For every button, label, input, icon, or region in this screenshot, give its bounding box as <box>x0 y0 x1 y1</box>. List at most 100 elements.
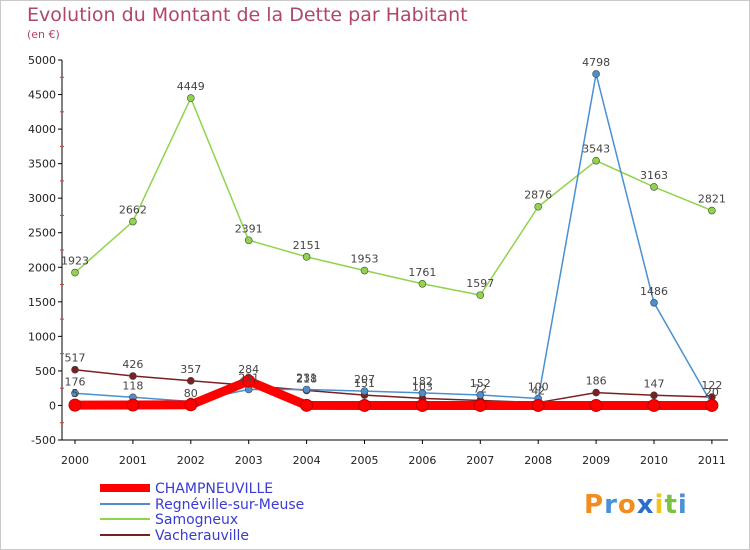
logo-letter: o <box>617 490 637 520</box>
data-label: 152 <box>470 377 491 390</box>
series-line <box>74 368 713 404</box>
data-point <box>592 70 600 78</box>
series-line <box>70 376 717 410</box>
y-tick-label: 4500 <box>28 89 56 102</box>
data-label: 20 <box>705 386 719 399</box>
data-label: 1761 <box>408 266 436 279</box>
data-label: 1923 <box>61 255 89 268</box>
data-point <box>187 94 195 102</box>
data-point <box>592 156 600 165</box>
data-point <box>705 398 719 412</box>
legend-label: Regnéville-sur-Meuse <box>155 497 304 513</box>
data-point <box>589 398 603 412</box>
data-label: 4449 <box>177 80 205 93</box>
data-point <box>650 391 658 400</box>
y-tick-label: 2500 <box>28 227 56 240</box>
x-tick-label: 2009 <box>582 454 610 467</box>
y-tick-label: -500 <box>31 434 56 447</box>
data-point <box>418 389 427 397</box>
data-point <box>708 206 716 215</box>
x-tick-label: 2007 <box>466 454 494 467</box>
data-point <box>244 236 253 245</box>
data-point <box>71 268 79 277</box>
x-tick-label: 2002 <box>177 454 205 467</box>
data-point <box>647 398 661 412</box>
series-lines <box>68 70 719 412</box>
data-labels: 517 426 357 218 151 103 72 42 186 147 122 1923 2662 4… <box>61 56 726 400</box>
data-point <box>473 398 487 412</box>
data-point <box>129 372 137 380</box>
data-label: 4798 <box>582 56 610 69</box>
data-label: 1953 <box>351 253 379 266</box>
data-label: 1597 <box>466 277 494 290</box>
data-label: 118 <box>122 379 143 392</box>
data-label: 2662 <box>119 204 147 217</box>
legend: CHAMPNEUVILLERegnéville-sur-MeuseSamogne… <box>100 481 304 544</box>
chart-subtitle: (en €) <box>27 28 60 41</box>
x-tick-label: 2011 <box>698 454 726 467</box>
data-label: 5 <box>72 387 79 400</box>
data-label: 103 <box>412 380 433 393</box>
data-point <box>71 389 79 398</box>
data-label: 218 <box>296 372 317 385</box>
data-label: 2876 <box>524 189 552 202</box>
y-tick-label: 2000 <box>28 261 56 274</box>
series-line <box>74 73 713 405</box>
data-label: 122 <box>701 379 722 392</box>
logo-letter: x <box>636 490 655 520</box>
data-point <box>592 388 600 397</box>
x-tick-label: 2000 <box>61 454 89 467</box>
series-line <box>74 97 713 296</box>
y-tick-label: 1500 <box>28 296 56 309</box>
data-label: 426 <box>122 358 143 371</box>
data-label: 186 <box>586 375 607 388</box>
series-samogneux <box>71 94 716 299</box>
data-label: 147 <box>644 377 665 390</box>
y-tick-label: 0 <box>49 399 56 412</box>
data-point <box>242 374 256 388</box>
data-point <box>360 387 369 395</box>
logo-letter: P <box>584 490 605 520</box>
x-tick-label: 2005 <box>351 454 379 467</box>
data-point <box>360 266 369 275</box>
data-point <box>531 398 545 412</box>
y-tick-label: 5000 <box>28 54 56 67</box>
data-point <box>187 376 195 385</box>
series-regn-ville-sur-meuse <box>71 70 716 408</box>
data-point <box>418 279 427 288</box>
data-label: 176 <box>65 375 86 388</box>
data-label: 3163 <box>640 169 668 182</box>
data-label: 231 <box>296 371 317 384</box>
data-label: 284 <box>238 363 259 376</box>
data-label: 207 <box>354 373 375 386</box>
data-label: 2151 <box>293 239 321 252</box>
logo-letter: i <box>677 490 688 520</box>
y-tick-label: 3500 <box>28 158 56 171</box>
data-point <box>68 398 82 412</box>
data-label: 231 <box>238 371 259 384</box>
y-tick-label: 500 <box>35 365 56 378</box>
data-label: 517 <box>65 352 86 365</box>
x-tick-label: 2001 <box>119 454 147 467</box>
logo-letter: t <box>664 490 678 520</box>
data-label: 151 <box>354 377 375 390</box>
data-label: 72 <box>473 382 487 395</box>
logo-letter: r <box>604 490 618 520</box>
chart-axes: -500 0 500 1000 1500 2000 2500 3000 3500 4000 4500… <box>28 54 728 467</box>
x-tick-label: 2004 <box>293 454 321 467</box>
data-label: 1486 <box>640 285 668 298</box>
data-point <box>71 365 79 374</box>
data-label: 100 <box>528 381 549 394</box>
data-label: 357 <box>180 363 201 376</box>
data-label: 2821 <box>698 193 726 206</box>
x-tick-label: 2006 <box>408 454 436 467</box>
x-tick-label: 2010 <box>640 454 668 467</box>
x-tick-label: 2008 <box>524 454 552 467</box>
data-point <box>415 398 429 412</box>
data-label: 3543 <box>582 143 610 156</box>
logo-letter: i <box>654 490 665 520</box>
data-label: 80 <box>184 387 198 400</box>
data-point <box>126 398 140 412</box>
legend-label: Vacherauville <box>155 528 249 544</box>
